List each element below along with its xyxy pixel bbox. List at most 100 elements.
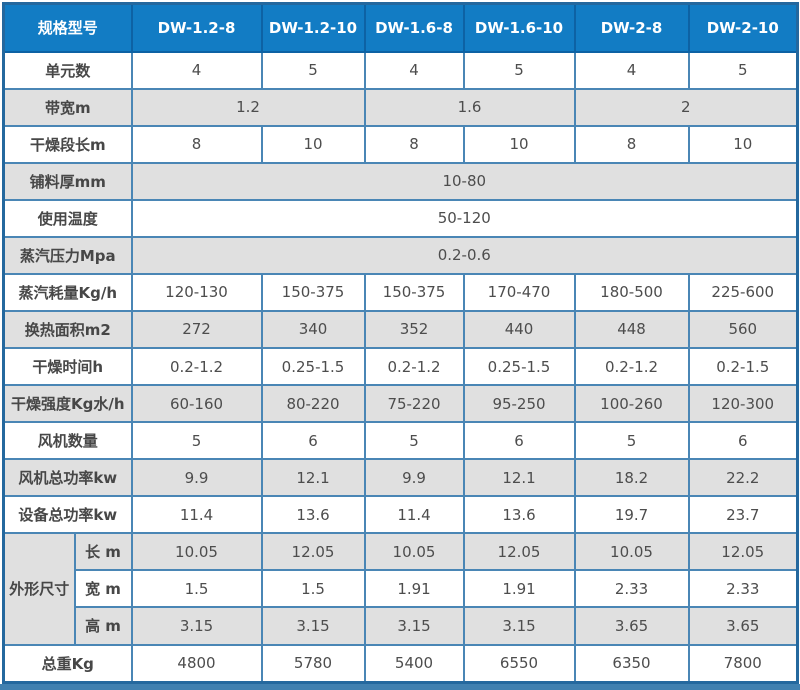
cell-value: 10 (462, 124, 576, 164)
cell-value: 5 (130, 421, 263, 461)
table-row-belt-width: 带宽m 1.2 1.6 2 (2, 87, 799, 127)
header-cell-model: DW-2-8 (573, 2, 690, 53)
row-label: 干燥强度Kg水/h (2, 384, 133, 424)
row-label: 干燥段长m (2, 124, 133, 164)
table-row-temperature: 使用温度 50-120 (2, 198, 799, 238)
cell-value: 0.2-1.2 (130, 346, 263, 387)
header-cell-model: DW-1.2-10 (260, 2, 366, 53)
cell-value: 1.2 (130, 87, 366, 127)
cell-value: 5 (462, 50, 576, 90)
row-label: 风机数量 (2, 421, 133, 461)
cell-value: 352 (363, 309, 465, 350)
row-label: 使用温度 (2, 198, 133, 238)
cell-value: 75-220 (363, 384, 465, 424)
row-label: 总重Kg (2, 643, 133, 684)
cell-value: 19.7 (573, 495, 690, 535)
cell-value: 1.91 (363, 569, 465, 609)
cell-value: 1.91 (462, 569, 576, 609)
row-label: 设备总功率kw (2, 495, 133, 535)
cell-value: 50-120 (130, 198, 799, 238)
cell-value: 11.4 (130, 495, 263, 535)
row-label: 风机总功率kw (2, 458, 133, 498)
cell-value: 12.05 (687, 532, 799, 572)
cell-value: 120-130 (130, 272, 263, 312)
cell-value: 5 (573, 421, 690, 461)
cell-value: 2.33 (573, 569, 690, 609)
cell-value: 3.15 (130, 606, 263, 646)
cell-value: 4 (363, 50, 465, 90)
cell-value: 1.5 (260, 569, 366, 609)
cell-value: 0.2-1.5 (687, 346, 799, 387)
cell-value: 0.2-1.2 (573, 346, 690, 387)
cell-value: 9.9 (130, 458, 263, 498)
cell-value: 100-260 (573, 384, 690, 424)
cell-value: 22.2 (687, 458, 799, 498)
table-row-dimension-length: 外形尺寸 长 m 10.05 12.05 10.05 12.05 10.05 1… (2, 532, 799, 646)
cell-value: 6550 (462, 643, 576, 684)
cell-value: 4800 (130, 643, 263, 684)
cell-value: 170-470 (462, 272, 576, 312)
table-row-total-power: 设备总功率kw 11.4 13.6 11.4 13.6 19.7 23.7 (2, 495, 799, 535)
cell-value: 12.05 (260, 532, 366, 572)
table-row-total-weight: 总重Kg 4800 5780 5400 6550 6350 7800 (2, 643, 799, 684)
cell-value: 6350 (573, 643, 690, 684)
cell-value: 80-220 (260, 384, 366, 424)
cell-value: 448 (573, 309, 690, 350)
cell-value: 10.05 (130, 532, 263, 572)
cell-value: 3.15 (260, 606, 366, 646)
cell-value: 1.5 (130, 569, 263, 609)
bottom-accent-bar (0, 684, 800, 690)
cell-value: 3.15 (363, 606, 465, 646)
cell-value: 4 (130, 50, 263, 90)
cell-value: 11.4 (363, 495, 465, 535)
row-label: 单元数 (2, 50, 133, 90)
cell-value: 7800 (687, 643, 799, 684)
table-row-drying-intensity: 干燥强度Kg水/h 60-160 80-220 75-220 95-250 10… (2, 384, 799, 424)
cell-value: 5400 (363, 643, 465, 684)
row-sublabel: 高 m (73, 606, 133, 646)
cell-value: 6 (687, 421, 799, 461)
cell-value: 3.15 (462, 606, 576, 646)
cell-value: 12.1 (260, 458, 366, 498)
cell-value: 2.33 (687, 569, 799, 609)
row-label: 蒸汽耗量Kg/h (2, 272, 133, 312)
cell-value: 180-500 (573, 272, 690, 312)
cell-value: 0.2-1.2 (363, 346, 465, 387)
cell-value: 6 (260, 421, 366, 461)
row-label: 铺料厚mm (2, 161, 133, 201)
row-label-dimensions-group: 外形尺寸 (2, 532, 76, 646)
row-label: 带宽m (2, 87, 133, 127)
cell-value: 5 (260, 50, 366, 90)
cell-value: 10 (687, 124, 799, 164)
table-row-steam-consumption: 蒸汽耗量Kg/h 120-130 150-375 150-375 170-470… (2, 272, 799, 312)
cell-value: 12.1 (462, 458, 576, 498)
header-cell-model: DW-2-10 (687, 2, 799, 53)
header-cell-model: DW-1.6-8 (363, 2, 465, 53)
row-label: 换热面积m2 (2, 309, 133, 350)
cell-value: 560 (687, 309, 799, 350)
cell-value: 10-80 (130, 161, 799, 201)
cell-value: 150-375 (363, 272, 465, 312)
cell-value: 0.25-1.5 (260, 346, 366, 387)
cell-value: 5 (687, 50, 799, 90)
cell-value: 12.05 (462, 532, 576, 572)
cell-value: 2 (573, 87, 799, 127)
table-row-steam-pressure: 蒸汽压力Mpa 0.2-0.6 (2, 235, 799, 275)
cell-value: 8 (573, 124, 690, 164)
table-row-dimension-width: 宽 m 1.5 1.5 1.91 1.91 2.33 2.33 (4, 569, 799, 609)
cell-value: 10.05 (363, 532, 465, 572)
cell-value: 10 (260, 124, 366, 164)
cell-value: 13.6 (260, 495, 366, 535)
row-sublabel: 长 m (73, 532, 133, 572)
cell-value: 8 (130, 124, 263, 164)
cell-value: 23.7 (687, 495, 799, 535)
table-row-material-thickness: 铺料厚mm 10-80 (2, 161, 799, 201)
cell-value: 95-250 (462, 384, 576, 424)
cell-value: 0.2-0.6 (130, 235, 799, 275)
cell-value: 225-600 (687, 272, 799, 312)
header-cell-spec-label: 规格型号 (2, 2, 133, 53)
table-row-drying-length: 干燥段长m 8 10 8 10 8 10 (2, 124, 799, 164)
header-row: 规格型号 DW-1.2-8 DW-1.2-10 DW-1.6-8 DW-1.6-… (2, 2, 799, 53)
